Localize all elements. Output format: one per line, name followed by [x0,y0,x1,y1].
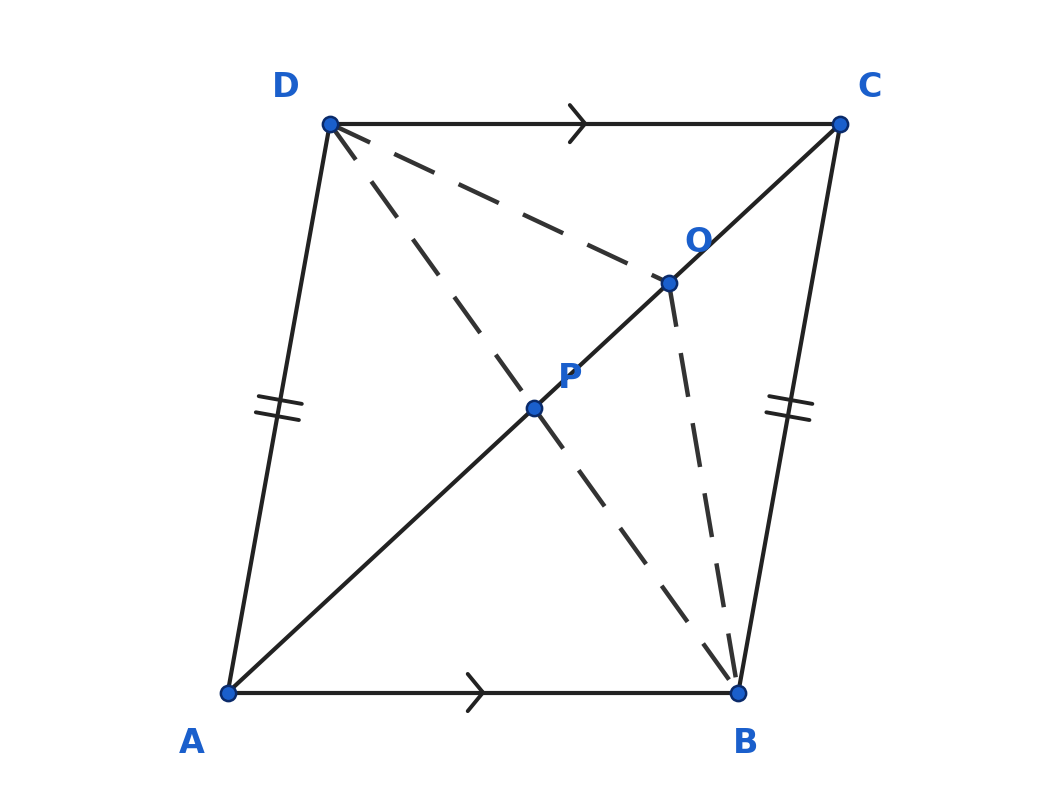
Text: B: B [732,727,758,760]
Text: A: A [179,727,205,760]
Text: D: D [272,71,300,104]
Text: P: P [558,362,583,395]
Text: C: C [857,71,882,104]
Text: O: O [684,227,712,259]
